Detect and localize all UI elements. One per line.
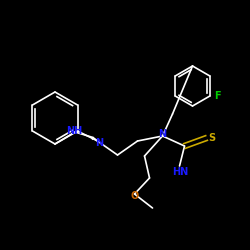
Text: N: N <box>158 129 166 139</box>
Text: N: N <box>96 138 104 148</box>
Text: F: F <box>214 91 221 101</box>
Text: O: O <box>130 191 139 201</box>
Text: NH: NH <box>66 126 82 136</box>
Text: S: S <box>208 133 215 143</box>
Text: HN: HN <box>172 167 189 177</box>
